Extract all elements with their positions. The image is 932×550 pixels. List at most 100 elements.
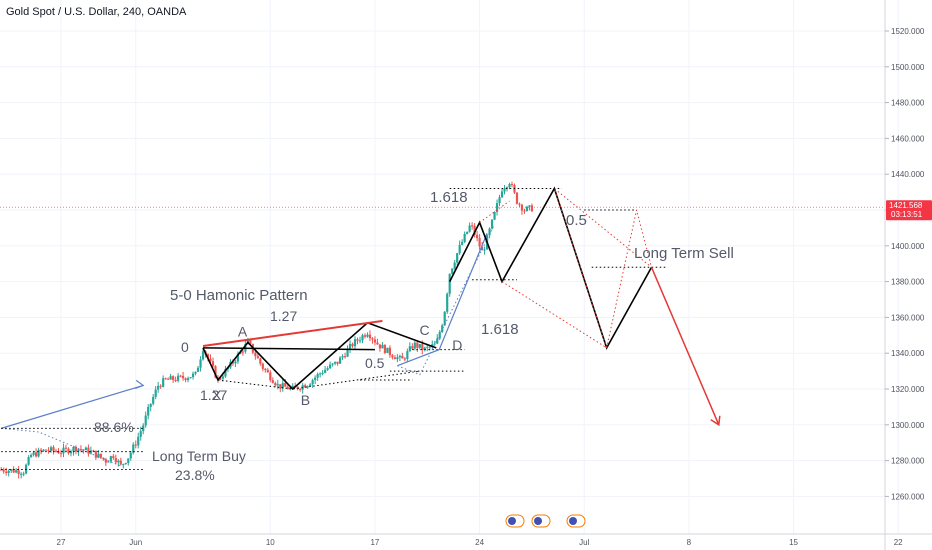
date-tick-label: Jun bbox=[129, 538, 142, 547]
annotation-0-5-right: 0.5 bbox=[566, 212, 587, 229]
candle-body bbox=[87, 447, 90, 454]
candle-body bbox=[162, 378, 165, 387]
date-tick-label: Jul bbox=[579, 538, 589, 547]
candle-body bbox=[476, 234, 479, 239]
time-axis[interactable]: 27 Jun 10 17 24 Jul 8 15 22 bbox=[0, 533, 932, 547]
candle-body bbox=[488, 228, 491, 236]
date-tick-label: 8 bbox=[687, 538, 692, 547]
candle-body bbox=[92, 450, 95, 452]
candle-body bbox=[12, 469, 15, 473]
price-tick-label: 1480.000 bbox=[891, 99, 925, 108]
candle-body bbox=[468, 225, 471, 232]
date-tick-label: 15 bbox=[789, 538, 798, 547]
annotation-0-5-left: 0.5 bbox=[365, 355, 385, 371]
candle-body bbox=[495, 203, 499, 212]
pattern-red-trendline bbox=[202, 319, 383, 348]
candle-body bbox=[383, 344, 387, 353]
candle-body bbox=[15, 470, 18, 473]
candle-body bbox=[206, 354, 210, 359]
candle-body bbox=[129, 452, 132, 459]
candle-body bbox=[478, 238, 481, 247]
pattern-point-label: X bbox=[212, 387, 222, 403]
annotation-long-term-buy: Long Term Buy bbox=[152, 448, 246, 464]
candle-body bbox=[443, 311, 446, 326]
price-tick-label: 1340.000 bbox=[891, 349, 925, 358]
candle-body bbox=[104, 459, 107, 463]
candle-body bbox=[333, 361, 337, 364]
candle-body bbox=[42, 449, 45, 451]
price-tick-label: 1320.000 bbox=[891, 385, 925, 394]
candle-body bbox=[408, 346, 411, 352]
candle-body bbox=[117, 460, 120, 463]
candle-body bbox=[366, 334, 369, 337]
candle-body bbox=[276, 384, 279, 386]
candle-body bbox=[356, 339, 359, 341]
candle-body bbox=[413, 342, 416, 349]
annotation-1-27-bottom: 1.27 bbox=[200, 387, 227, 403]
candle-body bbox=[20, 473, 23, 475]
candle-body bbox=[274, 383, 277, 386]
candle-body bbox=[299, 389, 302, 391]
candle-body bbox=[139, 431, 142, 437]
price-tick-label: 1260.000 bbox=[891, 492, 925, 501]
candle-body bbox=[22, 473, 25, 475]
annotation-1-27-top: 1.27 bbox=[270, 308, 297, 324]
candle-body bbox=[279, 384, 282, 389]
candle-body bbox=[396, 357, 399, 360]
candle-body bbox=[112, 456, 115, 459]
annotation-23-8: 23.8% bbox=[175, 467, 215, 483]
candle-body bbox=[353, 339, 357, 347]
candle-body bbox=[264, 368, 267, 371]
price-tick-label: 1520.000 bbox=[891, 27, 925, 36]
candle-body bbox=[371, 338, 374, 340]
candle-body bbox=[32, 452, 35, 455]
candle-body bbox=[351, 343, 354, 347]
candle-body bbox=[520, 204, 524, 211]
candle-body bbox=[403, 358, 406, 360]
candle-body bbox=[72, 446, 75, 452]
annotation-1-618-top: 1.618 bbox=[430, 189, 468, 206]
price-axis[interactable]: 1520.000 1500.000 1480.000 1460.000 1440.000… bbox=[884, 0, 932, 550]
candles-layer bbox=[0, 181, 534, 479]
candle-body bbox=[466, 231, 469, 234]
candle-body bbox=[79, 449, 83, 451]
candle-body bbox=[358, 340, 362, 342]
candle-body bbox=[97, 453, 100, 458]
candle-body bbox=[471, 225, 474, 227]
candle-body bbox=[373, 339, 377, 343]
flag-disc-icon bbox=[508, 517, 516, 525]
price-tick-label: 1360.000 bbox=[891, 313, 925, 322]
candle-body bbox=[336, 361, 339, 364]
candle-body bbox=[284, 383, 287, 387]
candle-body bbox=[157, 385, 160, 390]
candle-body bbox=[483, 249, 486, 251]
candle-body bbox=[463, 233, 466, 243]
candle-body bbox=[453, 262, 456, 269]
candle-body bbox=[423, 347, 426, 350]
candle-body bbox=[456, 253, 459, 263]
candle-body bbox=[74, 446, 78, 452]
candle-body bbox=[177, 375, 180, 381]
price-tick-label: 1400.000 bbox=[891, 242, 925, 251]
candle-body bbox=[234, 361, 237, 364]
candle-body bbox=[381, 344, 384, 349]
candle-body bbox=[461, 242, 464, 245]
candle-body bbox=[523, 210, 526, 212]
candle-body bbox=[52, 447, 55, 451]
candle-body bbox=[346, 348, 349, 357]
candle-body bbox=[17, 470, 20, 475]
candle-body bbox=[500, 191, 504, 198]
candle-body bbox=[490, 219, 494, 229]
price-tick-label: 1280.000 bbox=[891, 457, 925, 466]
candle-body bbox=[441, 325, 444, 332]
candle-body bbox=[5, 471, 8, 473]
candle-body bbox=[398, 355, 401, 358]
candle-body bbox=[127, 458, 130, 463]
spacer bbox=[203, 347, 375, 351]
candle-body bbox=[286, 386, 289, 390]
candle-body bbox=[458, 244, 461, 254]
candle-body bbox=[426, 346, 429, 348]
candle-body bbox=[348, 343, 352, 349]
candle-body bbox=[393, 357, 396, 360]
